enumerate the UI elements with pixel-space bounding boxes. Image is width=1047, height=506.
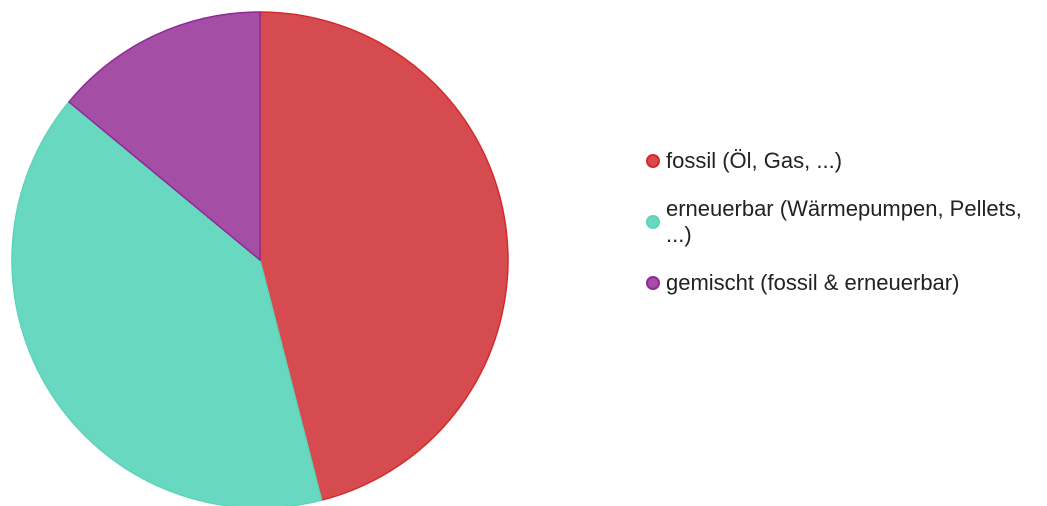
legend-label: fossil (Öl, Gas, ...) xyxy=(666,148,843,173)
legend-marker xyxy=(646,276,660,290)
pie-slice xyxy=(259,11,509,502)
legend-marker xyxy=(646,215,660,229)
legend-item: gemischt (fossil & erneuerbar) xyxy=(646,270,1046,296)
pie-slice xyxy=(11,100,323,506)
pie xyxy=(11,11,509,506)
legend-marker xyxy=(646,154,660,168)
pie-slice xyxy=(67,11,261,262)
legend: fossil (Öl, Gas, ...) erneuerbar (Wärmepu… xyxy=(646,148,1046,318)
legend-label: erneuerbar (Wärmepumpen, Pellets, ...) xyxy=(666,196,1022,247)
legend-item: erneuerbar (Wärmepumpen, Pellets, ...) xyxy=(646,196,1046,248)
legend-label: gemischt (fossil & erneuerbar) xyxy=(666,270,960,295)
legend-item: fossil (Öl, Gas, ...) xyxy=(646,148,1046,174)
